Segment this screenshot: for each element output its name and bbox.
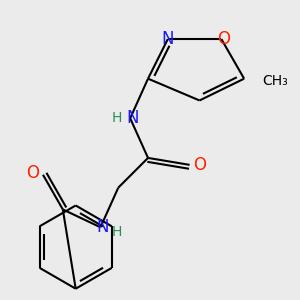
Text: N: N (126, 109, 138, 127)
Text: H: H (111, 225, 122, 239)
Text: O: O (217, 30, 230, 48)
Text: CH₃: CH₃ (262, 74, 288, 88)
Text: O: O (193, 156, 206, 174)
Text: H: H (112, 111, 122, 125)
Text: N: N (162, 30, 174, 48)
Text: O: O (27, 164, 40, 182)
Text: N: N (96, 218, 109, 236)
